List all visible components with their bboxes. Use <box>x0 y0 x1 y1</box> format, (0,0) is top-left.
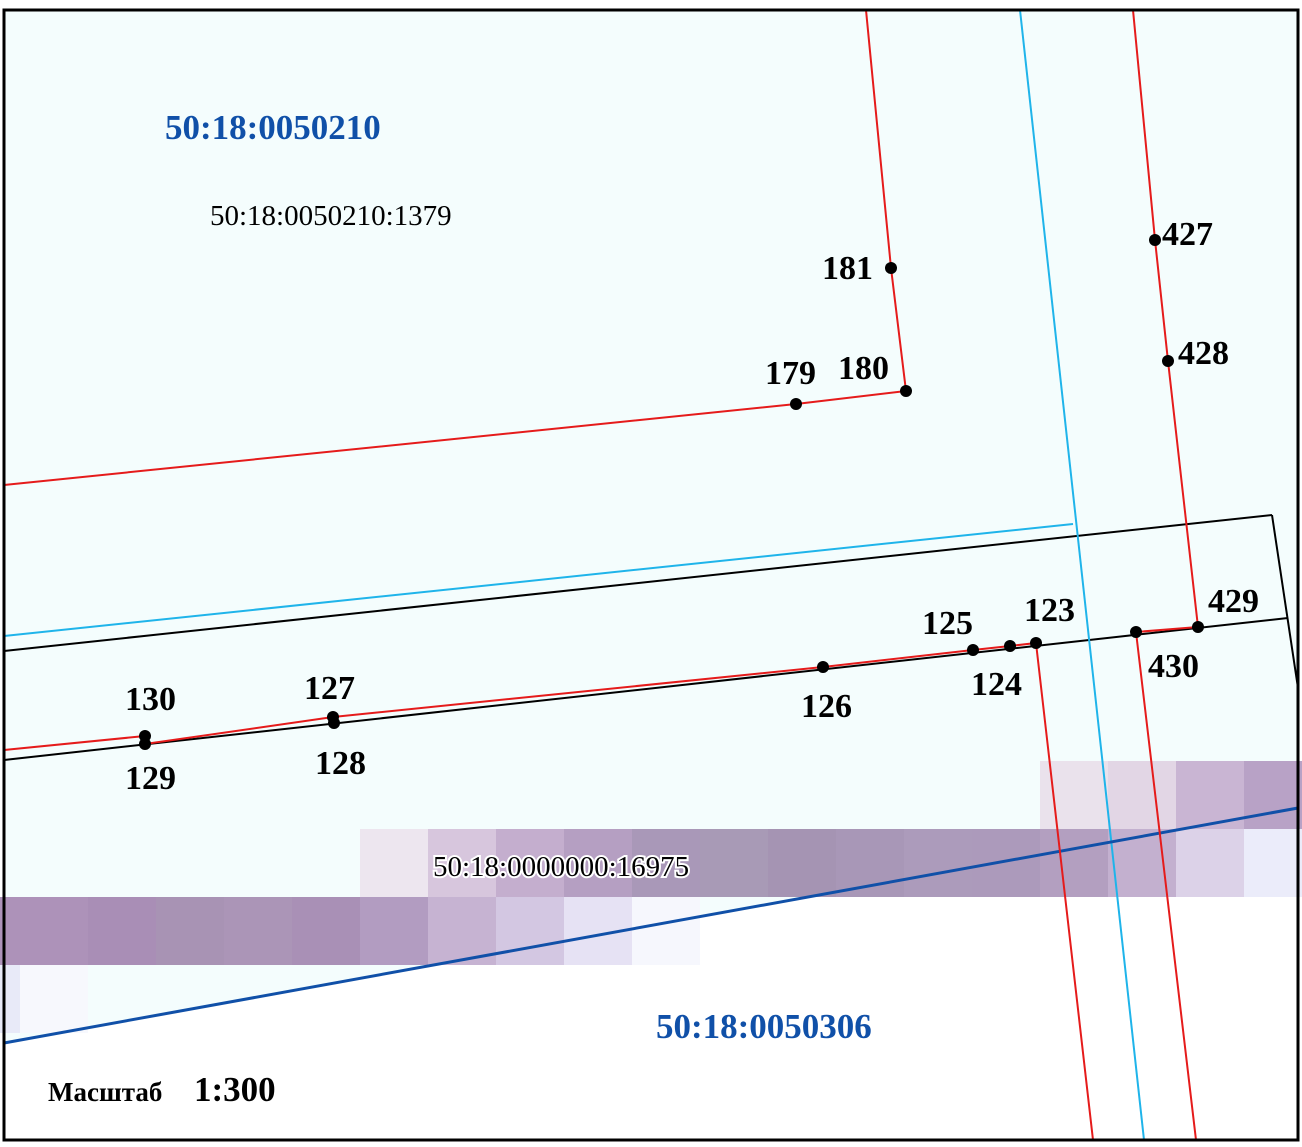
point-128-marker <box>328 717 340 729</box>
point-125-marker <box>967 644 979 656</box>
boundary-points <box>139 234 1204 750</box>
parcel-number-main: 50:18:0050210:1379 <box>210 200 452 232</box>
point-label-428: 428 <box>1178 335 1229 372</box>
point-label-429: 429 <box>1208 583 1259 620</box>
point-label-180: 180 <box>838 350 889 387</box>
point-label-130: 130 <box>125 681 176 718</box>
point-label-179: 179 <box>765 355 816 392</box>
parcel-number-road: 50:18:0000000:16975 <box>433 851 689 883</box>
scale-value: 1:300 <box>194 1070 276 1109</box>
point-label-427: 427 <box>1162 216 1213 253</box>
point-123-marker <box>1030 637 1042 649</box>
quarter-number-top: 50:18:0050210 <box>165 108 381 147</box>
point-126-marker <box>817 661 829 673</box>
point-label-129: 129 <box>125 760 176 797</box>
point-label-125: 125 <box>922 605 973 642</box>
point-429-marker <box>1192 621 1204 633</box>
point-179-marker <box>790 398 802 410</box>
point-427-marker <box>1149 234 1161 246</box>
cyan-lines <box>3 9 1145 1141</box>
point-130-marker <box>139 730 151 742</box>
road-raster-strip <box>0 761 1302 1033</box>
map-frame <box>2 8 1300 1142</box>
parcel-lines <box>3 514 1299 761</box>
point-430-marker <box>1130 626 1142 638</box>
point-label-181: 181 <box>822 250 873 287</box>
point-label-430: 430 <box>1148 648 1199 685</box>
point-label-126: 126 <box>801 688 852 725</box>
point-180-marker <box>900 385 912 397</box>
quarter-boundary-line <box>3 806 1299 1045</box>
point-label-127: 127 <box>304 670 355 707</box>
point-label-124: 124 <box>971 666 1022 703</box>
point-124-marker <box>1004 640 1016 652</box>
point-428-marker <box>1162 355 1174 367</box>
scale-caption: Масштаб <box>48 1077 162 1107</box>
quarter-number-bottom: 50:18:0050306 <box>656 1007 872 1046</box>
point-label-123: 123 <box>1024 592 1075 629</box>
point-label-128: 128 <box>315 745 366 782</box>
point-181-marker <box>885 262 897 274</box>
